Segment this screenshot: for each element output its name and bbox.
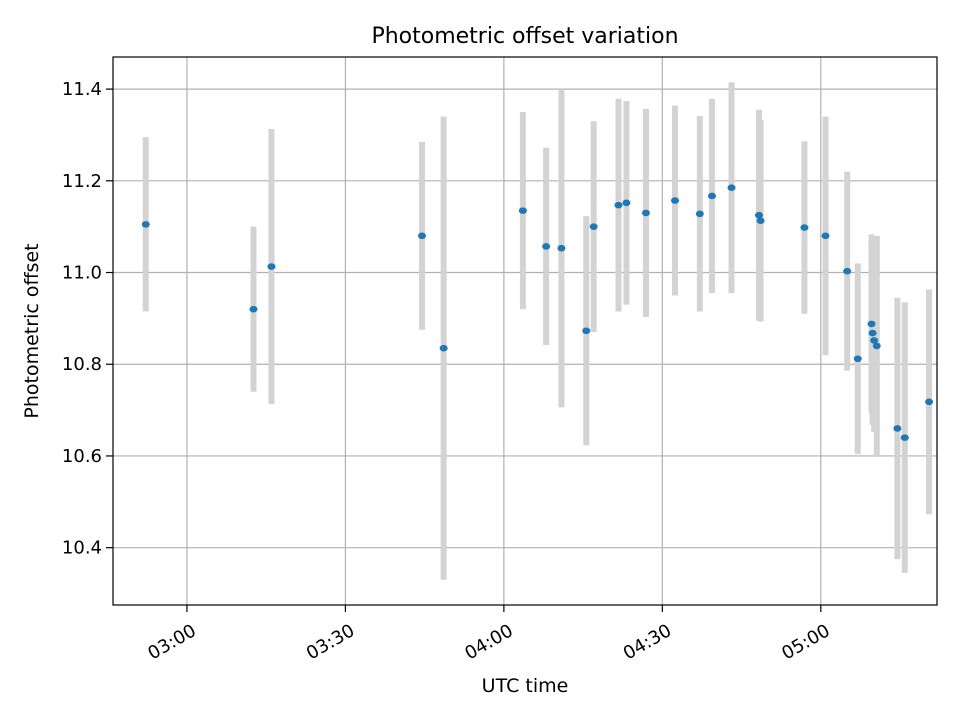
data-point [589, 223, 598, 230]
plot-frame [112, 56, 938, 606]
data-point [870, 337, 879, 344]
x-tick-label: 04:30 [620, 620, 675, 664]
x-axis-label: UTC time [482, 675, 569, 697]
data-points [141, 184, 934, 441]
data-point [756, 217, 765, 225]
data-point [727, 184, 736, 191]
x-axis-ticks: 03:00 03:30 04:00 04:30 05:00 [144, 605, 834, 664]
data-point [695, 210, 704, 218]
data-point [582, 327, 591, 335]
x-tick-label: 05:00 [778, 620, 833, 664]
y-tick-label: 11.2 [62, 171, 102, 192]
data-point [557, 244, 566, 252]
data-point [707, 192, 716, 200]
chart-title: Photometric offset variation [371, 24, 678, 49]
y-tick-label: 10.8 [62, 354, 102, 375]
data-point [867, 320, 876, 328]
data-point [249, 305, 258, 313]
y-tick-label: 10.6 [62, 446, 102, 467]
data-point [872, 342, 881, 350]
data-point [925, 398, 934, 406]
data-point [518, 207, 527, 214]
data-point [800, 224, 809, 231]
data-point [614, 201, 623, 209]
x-tick-label: 04:00 [461, 620, 516, 664]
data-point [418, 232, 426, 240]
data-point [542, 243, 551, 250]
x-tick-label: 03:30 [303, 620, 358, 664]
x-tick-label: 03:00 [144, 620, 199, 664]
y-tick-label: 10.4 [62, 538, 102, 559]
data-point [267, 263, 276, 270]
data-point [821, 232, 830, 240]
data-point [641, 209, 650, 217]
data-point [900, 434, 909, 441]
y-tick-label: 11.0 [62, 263, 102, 284]
data-point [754, 211, 763, 219]
data-point [843, 267, 852, 275]
data-point [141, 221, 150, 228]
y-tick-label: 11.4 [62, 79, 102, 100]
data-point [893, 425, 902, 432]
y-axis-label: Photometric offset [21, 243, 43, 418]
data-point [853, 355, 862, 363]
data-point [671, 197, 680, 204]
data-point [868, 329, 877, 337]
y-axis-ticks: 10.4 10.6 10.8 11.0 11.2 11.4 [62, 79, 113, 559]
data-point [622, 199, 631, 207]
data-point [439, 344, 448, 352]
